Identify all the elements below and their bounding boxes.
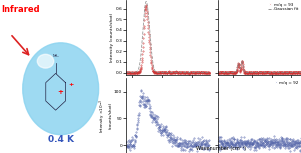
Text: $\mathbf{+}$: $\mathbf{+}$ — [57, 88, 64, 96]
Circle shape — [23, 43, 99, 135]
Text: Infrared: Infrared — [1, 5, 40, 14]
Ellipse shape — [37, 54, 54, 68]
Text: NH₂: NH₂ — [52, 54, 59, 58]
Legend: m/q = 93, Gaussian fit: m/q = 93, Gaussian fit — [268, 2, 299, 11]
Text: +: + — [68, 82, 73, 87]
Text: 0.4 K: 0.4 K — [48, 135, 74, 144]
Y-axis label: Intensity (counts/shot): Intensity (counts/shot) — [110, 13, 114, 62]
Y-axis label: Intensity ×10$^{-3}$
(counts/shot): Intensity ×10$^{-3}$ (counts/shot) — [98, 99, 113, 133]
Legend: m/q = 92: m/q = 92 — [273, 80, 299, 85]
Text: Wavenumber (cm⁻¹): Wavenumber (cm⁻¹) — [196, 146, 246, 151]
